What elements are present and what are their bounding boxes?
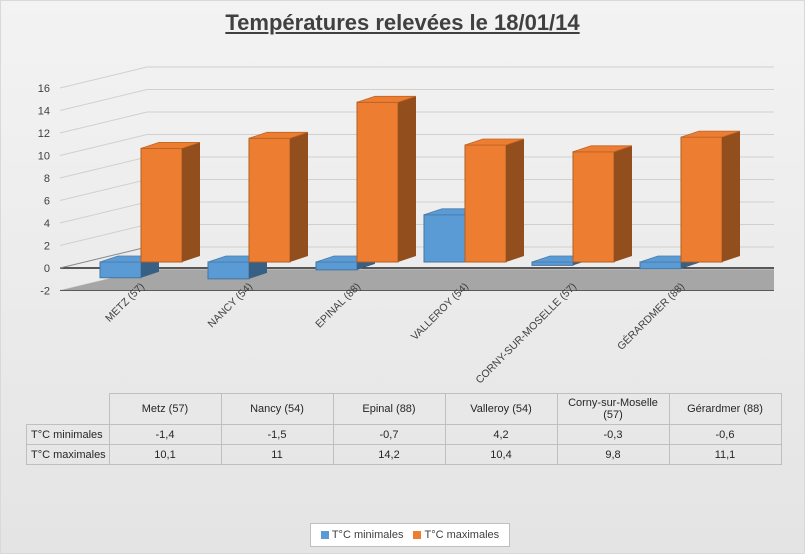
legend-item-maximales: T°C maximales <box>413 529 499 541</box>
bar-side <box>290 132 308 262</box>
bar-front <box>315 261 358 271</box>
x-tick-label: CORNY-SUR-MOSELLE (57) <box>474 281 580 387</box>
gridline-side <box>59 156 148 179</box>
table-cell: -0,3 <box>556 424 670 445</box>
y-tick-label: 10 <box>38 151 50 163</box>
table-cell: -1,4 <box>108 424 222 445</box>
legend-item-minimales: T°C minimales <box>320 529 404 541</box>
bar-front <box>572 151 615 263</box>
bar-top <box>572 145 633 153</box>
table-corner-cell <box>26 393 110 425</box>
gridline-side <box>59 111 148 134</box>
chart-title: Températures relevées le 18/01/14 <box>225 10 580 35</box>
bar-top <box>248 131 309 139</box>
legend-swatch-minimales <box>320 531 329 539</box>
y-tick-label: -2 <box>40 286 50 298</box>
legend-label-minimales: T°C minimales <box>331 529 404 541</box>
bar-side <box>182 142 200 262</box>
table-header-row: Metz (57) Nancy (54) Epinal (88) Vallero… <box>26 393 782 425</box>
table-row-label: T°C maximales <box>26 444 110 465</box>
bar-front <box>639 261 682 270</box>
zero-line-side <box>59 246 148 269</box>
table-cell: -0,7 <box>332 424 446 445</box>
table-cell: 10,4 <box>444 444 558 465</box>
table-cell: 10,1 <box>108 444 222 465</box>
bar-front <box>248 137 291 263</box>
table-header-cell: Gérardmer (88) <box>668 393 782 425</box>
gridline-side <box>59 89 148 111</box>
legend-label-maximales: T°C maximales <box>424 529 500 541</box>
table-cell: 14,2 <box>332 444 446 465</box>
y-tick-label: 0 <box>44 263 50 275</box>
bar-maximales <box>356 95 417 263</box>
table-header-cell: Nancy (54) <box>220 393 334 425</box>
bar-maximales <box>248 131 309 263</box>
bar-maximales <box>572 145 633 263</box>
bar-side <box>722 131 740 262</box>
gridline-side <box>59 66 148 89</box>
bar-front <box>99 261 142 279</box>
y-tick-label: 4 <box>44 218 50 230</box>
y-tick-label: 8 <box>44 173 50 185</box>
table-cell: -1,5 <box>220 424 334 445</box>
table-header-cell: Corny-sur-Moselle (57) <box>556 393 670 425</box>
table-cell: 9,8 <box>556 444 670 465</box>
bar-front <box>356 101 399 263</box>
bar-maximales <box>680 130 741 263</box>
table-header-cell: Epinal (88) <box>332 393 446 425</box>
bar-top <box>356 95 417 103</box>
bar-front <box>423 214 466 263</box>
table-cell: 11,1 <box>668 444 782 465</box>
table-row-label: T°C minimales <box>26 424 110 445</box>
table-cell: 11 <box>220 444 334 465</box>
table-header-cell: Metz (57) <box>108 393 222 425</box>
bar-maximales <box>464 138 525 263</box>
table-row-minimales: T°C minimales -1,4 -1,5 -0,7 4,2 -0,3 -0… <box>26 424 782 445</box>
chart-floor <box>60 269 774 291</box>
y-tick-label: 12 <box>38 128 50 140</box>
table-cell: 4,2 <box>444 424 558 445</box>
bar-top <box>464 138 525 146</box>
y-tick-label: 6 <box>44 196 50 208</box>
y-tick-label: 16 <box>38 83 50 95</box>
bar-front <box>680 136 723 263</box>
chart-legend: T°C minimales T°C maximales <box>310 523 510 547</box>
bar-front <box>464 144 507 263</box>
bar-top <box>680 130 741 138</box>
gridline-side <box>59 134 148 156</box>
y-tick-label: 14 <box>38 106 50 118</box>
data-table: Metz (57) Nancy (54) Epinal (88) Vallero… <box>26 393 782 465</box>
bar-maximales <box>140 141 201 263</box>
legend-swatch-maximales <box>413 531 422 539</box>
bar-side <box>506 139 524 262</box>
table-cell: -0,6 <box>668 424 782 445</box>
bar-side <box>398 96 416 262</box>
bar-front <box>531 261 574 266</box>
bar-top <box>140 141 201 149</box>
table-row-maximales: T°C maximales 10,1 11 14,2 10,4 9,8 11,1 <box>26 444 782 465</box>
bar-side <box>614 145 632 262</box>
bar-front <box>140 147 183 263</box>
gridline-side <box>59 179 148 201</box>
y-tick-label: 2 <box>44 241 50 253</box>
gridline-side <box>59 224 148 246</box>
gridline-side <box>59 201 148 224</box>
table-header-cell: Valleroy (54) <box>444 393 558 425</box>
bar-front <box>207 261 250 280</box>
